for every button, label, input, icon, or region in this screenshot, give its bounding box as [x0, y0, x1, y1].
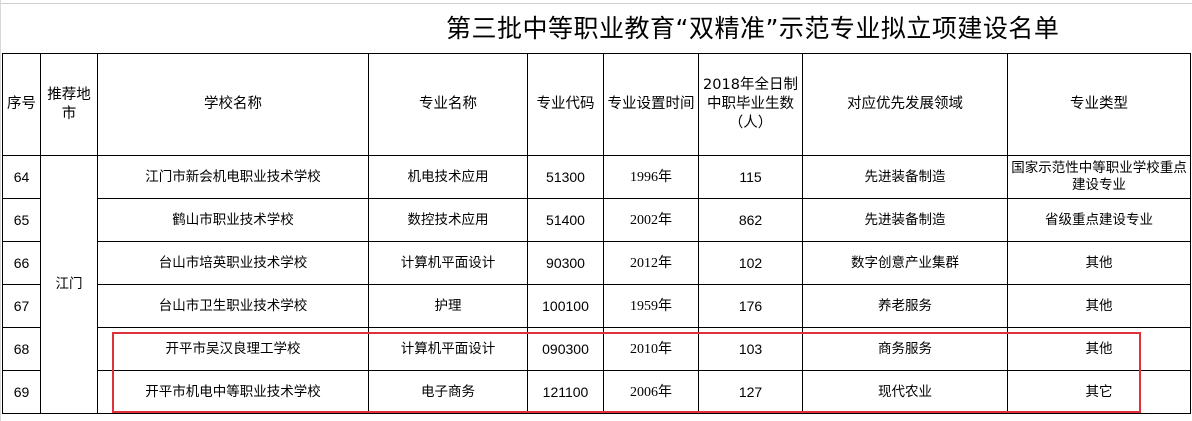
table-row: 65 鹤山市职业技术学校 数控技术应用 51400 2002年 862 先进装备… [2, 198, 1191, 242]
cell-code: 51300 [527, 155, 604, 199]
header-type: 专业类型 [1007, 53, 1191, 156]
cell-students: 103 [698, 327, 803, 371]
cell-code: 121100 [527, 370, 604, 414]
header-region: 推荐地市 [40, 53, 98, 156]
cell-year: 2006年 [603, 370, 699, 414]
table-row: 64 江门 江门市新会机电职业技术学校 机电技术应用 51300 1996年 1… [2, 155, 1191, 414]
cell-seq: 67 [2, 284, 41, 328]
cell-seq: 65 [2, 198, 41, 242]
cell-seq: 69 [2, 370, 41, 414]
cell-field: 先进装备制造 [802, 198, 1008, 242]
cell-seq: 68 [2, 327, 41, 371]
cell-seq: 66 [2, 241, 41, 285]
cell-students: 115 [698, 155, 803, 199]
table-row: 66 台山市培英职业技术学校 计算机平面设计 90300 2012年 102 数… [2, 241, 1191, 285]
cell-school: 江门市新会机电职业技术学校 [97, 155, 369, 199]
cell-school: 鹤山市职业技术学校 [97, 198, 369, 242]
cell-region: 江门 [40, 155, 98, 414]
cell-code: 090300 [527, 327, 604, 371]
cell-students: 127 [698, 370, 803, 414]
table-row: 67 台山市卫生职业技术学校 护理 100100 1959年 176 养老服务 … [2, 284, 1191, 328]
cell-code: 90300 [527, 241, 604, 285]
cell-seq: 64 [2, 155, 41, 199]
cell-year: 2010年 [603, 327, 699, 371]
cell-students: 102 [698, 241, 803, 285]
cell-field: 数字创意产业集群 [802, 241, 1008, 285]
top-gridline [0, 3, 1192, 4]
cell-major: 电子商务 [368, 370, 528, 414]
header-seq: 序号 [2, 53, 41, 156]
cell-code: 100100 [527, 284, 604, 328]
cell-year: 1996年 [603, 155, 699, 199]
cell-school: 开平市吴汉良理工学校 [97, 327, 369, 371]
header-field: 对应优先发展领域 [802, 53, 1008, 156]
cell-major: 机电技术应用 [368, 155, 528, 199]
cell-school: 台山市培英职业技术学校 [97, 241, 369, 285]
header-major: 专业名称 [368, 53, 528, 156]
header-year: 专业设置时间 [603, 53, 699, 156]
cell-school: 开平市机电中等职业技术学校 [97, 370, 369, 414]
cell-students: 862 [698, 198, 803, 242]
table-row: 68 开平市吴汉良理工学校 计算机平面设计 090300 2010年 103 商… [2, 327, 1191, 371]
cell-field: 养老服务 [802, 284, 1008, 328]
document-title: 第三批中等职业教育“双精准”示范专业拟立项建设名单 [446, 14, 1060, 43]
cell-field: 商务服务 [802, 327, 1008, 371]
cell-major: 数控技术应用 [368, 198, 528, 242]
cell-code: 51400 [527, 198, 604, 242]
cell-field: 现代农业 [802, 370, 1008, 414]
header-code: 专业代码 [527, 53, 604, 156]
header-students: 2018年全日制中职毕业生数（人） [698, 53, 803, 156]
cell-field: 先进装备制造 [802, 155, 1008, 199]
header-row: 序号 推荐地市 学校名称 专业名称 专业代码 专业设置时间 2018年全日制中职… [2, 53, 1191, 156]
cell-major: 计算机平面设计 [368, 327, 528, 371]
cell-students: 176 [698, 284, 803, 328]
cell-type: 其他 [1007, 327, 1191, 371]
project-list-table: 序号 推荐地市 学校名称 专业名称 专业代码 专业设置时间 2018年全日制中职… [2, 53, 1191, 414]
cell-type: 其他 [1007, 284, 1191, 328]
cell-major: 计算机平面设计 [368, 241, 528, 285]
cell-major: 护理 [368, 284, 528, 328]
cell-year: 1959年 [603, 284, 699, 328]
cell-school: 台山市卫生职业技术学校 [97, 284, 369, 328]
cell-type: 省级重点建设专业 [1007, 198, 1191, 242]
header-school: 学校名称 [97, 53, 369, 156]
table-row: 69 开平市机电中等职业技术学校 电子商务 121100 2006年 127 现… [2, 370, 1191, 414]
cell-year: 2002年 [603, 198, 699, 242]
cell-type: 其它 [1007, 370, 1191, 414]
cell-type: 国家示范性中等职业学校重点建设专业 [1007, 155, 1191, 199]
left-gutter [0, 0, 1, 421]
cell-type: 其他 [1007, 241, 1191, 285]
cell-year: 2012年 [603, 241, 699, 285]
